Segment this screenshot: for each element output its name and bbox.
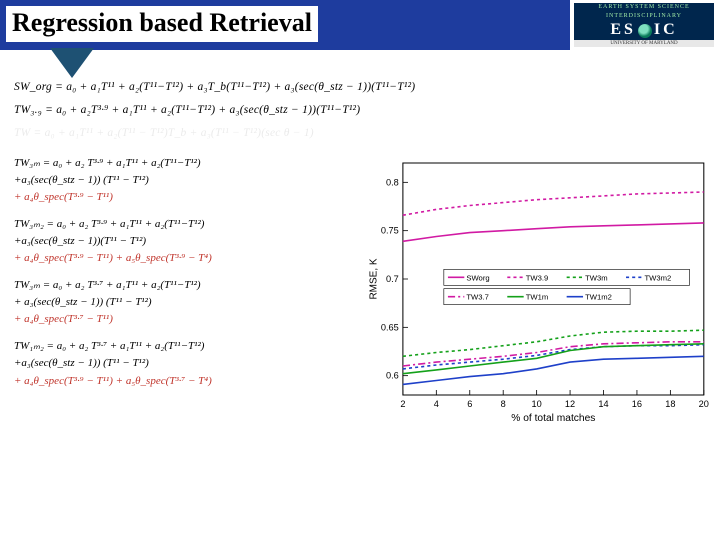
svg-text:14: 14 <box>598 399 608 409</box>
logo-line3: UNIVERSITY OF MARYLAND <box>574 40 714 48</box>
svg-text:0.6: 0.6 <box>386 371 399 381</box>
svg-text:20: 20 <box>699 399 709 409</box>
svg-text:0.7: 0.7 <box>386 274 399 284</box>
svg-text:TW3.7: TW3.7 <box>466 293 489 302</box>
svg-text:4: 4 <box>434 399 439 409</box>
svg-text:0.75: 0.75 <box>381 226 399 236</box>
equation-main: TW₁ₘ₂ = a₀ + a₂ T³·⁷ + a₁T¹¹ + a₂(T¹¹−T¹… <box>14 338 364 372</box>
equation-main: TW₃ₘ = a₀ + a₂ T³·⁹ + a₁T¹¹ + a₂(T¹¹−T¹²… <box>14 155 364 189</box>
equation-extra: + a₄θ_spec(T³·⁹ − T¹¹) <box>14 189 364 206</box>
svg-text:0.65: 0.65 <box>381 322 399 332</box>
equation-group-3: TW₁ₘ₂ = a₀ + a₂ T³·⁷ + a₁T¹¹ + a₂(T¹¹−T¹… <box>14 338 364 389</box>
equation-main: TW₃ₘ = a₀ + a₂ T³·⁷ + a₁T¹¹ + a₂(T¹¹−T¹²… <box>14 277 364 311</box>
svg-text:TW3m2: TW3m2 <box>644 273 671 282</box>
logo-line2: INTERDISCIPLINARY <box>574 12 714 21</box>
svg-text:RMSE, K: RMSE, K <box>368 258 379 299</box>
svg-text:TW3.9: TW3.9 <box>526 273 549 282</box>
svg-text:16: 16 <box>632 399 642 409</box>
svg-text:6: 6 <box>467 399 472 409</box>
equation-group-2: TW₃ₘ = a₀ + a₂ T³·⁷ + a₁T¹¹ + a₂(T¹¹−T¹²… <box>14 277 364 328</box>
svg-text:% of total matches: % of total matches <box>511 413 595 424</box>
svg-text:SWorg: SWorg <box>466 273 489 282</box>
equation-main: TW₃ₘ₂ = a₀ + a₂ T³·⁹ + a₁T¹¹ + a₂(T¹¹−T¹… <box>14 216 364 250</box>
svg-text:18: 18 <box>665 399 675 409</box>
marker-triangle-icon <box>50 48 94 78</box>
globe-icon <box>638 24 652 38</box>
left-equations-block: TW₃ₘ = a₀ + a₂ T³·⁹ + a₁T¹¹ + a₂(T¹¹−T¹²… <box>14 155 364 425</box>
svg-text:12: 12 <box>565 399 575 409</box>
logo-brand-left: ES <box>610 21 636 38</box>
equation-extra: + a₄θ_spec(T³·⁹ − T¹¹) + a₅θ_spec(T³·⁹ −… <box>14 250 364 267</box>
equation-extra: + a₄θ_spec(T³·⁹ − T¹¹) + a₅θ_spec(T³·⁷ −… <box>14 373 364 390</box>
equation-group-1: TW₃ₘ₂ = a₀ + a₂ T³·⁹ + a₁T¹¹ + a₂(T¹¹−T¹… <box>14 216 364 267</box>
svg-text:10: 10 <box>532 399 542 409</box>
equation-3-faded: TW = a₀ + a₁T¹¹ + a₂(T¹¹ − T¹²)T_b + a₃(… <box>14 122 708 145</box>
svg-text:0.8: 0.8 <box>386 177 399 187</box>
top-equations-block: SW_org = a₀ + a₁T¹¹ + a₂(T¹¹−T¹²) + a₃T_… <box>0 76 720 145</box>
equation-1: SW_org = a₀ + a₁T¹¹ + a₂(T¹¹−T¹²) + a₃T_… <box>14 76 708 99</box>
svg-text:TW1m2: TW1m2 <box>585 293 612 302</box>
logo-brand: ES IC <box>574 20 714 40</box>
essic-logo: EARTH SYSTEM SCIENCE INTERDISCIPLINARY E… <box>574 3 714 47</box>
rmse-line-chart: 2 4 6 8 10 12 14 16 18 20 0.6 0.65 0.7 0.75 0.8 % of to… <box>364 155 712 425</box>
svg-text:TW1m: TW1m <box>526 293 549 302</box>
svg-text:TW3m: TW3m <box>585 273 608 282</box>
header-bar: Regression based Retrieval EARTH SYSTEM … <box>0 0 720 50</box>
equation-group-0: TW₃ₘ = a₀ + a₂ T³·⁹ + a₁T¹¹ + a₂(T¹¹−T¹²… <box>14 155 364 206</box>
svg-text:8: 8 <box>501 399 506 409</box>
svg-text:2: 2 <box>400 399 405 409</box>
page-title: Regression based Retrieval <box>6 6 318 42</box>
equation-2: TW₃.₉ = a₀ + a₂T³·⁹ + a₁T¹¹ + a₂(T¹¹−T¹²… <box>14 99 708 122</box>
logo-line1: EARTH SYSTEM SCIENCE <box>574 3 714 12</box>
equation-extra: + a₄θ_spec(T³·⁷ − T¹¹) <box>14 311 364 328</box>
logo-brand-right: IC <box>654 21 678 38</box>
